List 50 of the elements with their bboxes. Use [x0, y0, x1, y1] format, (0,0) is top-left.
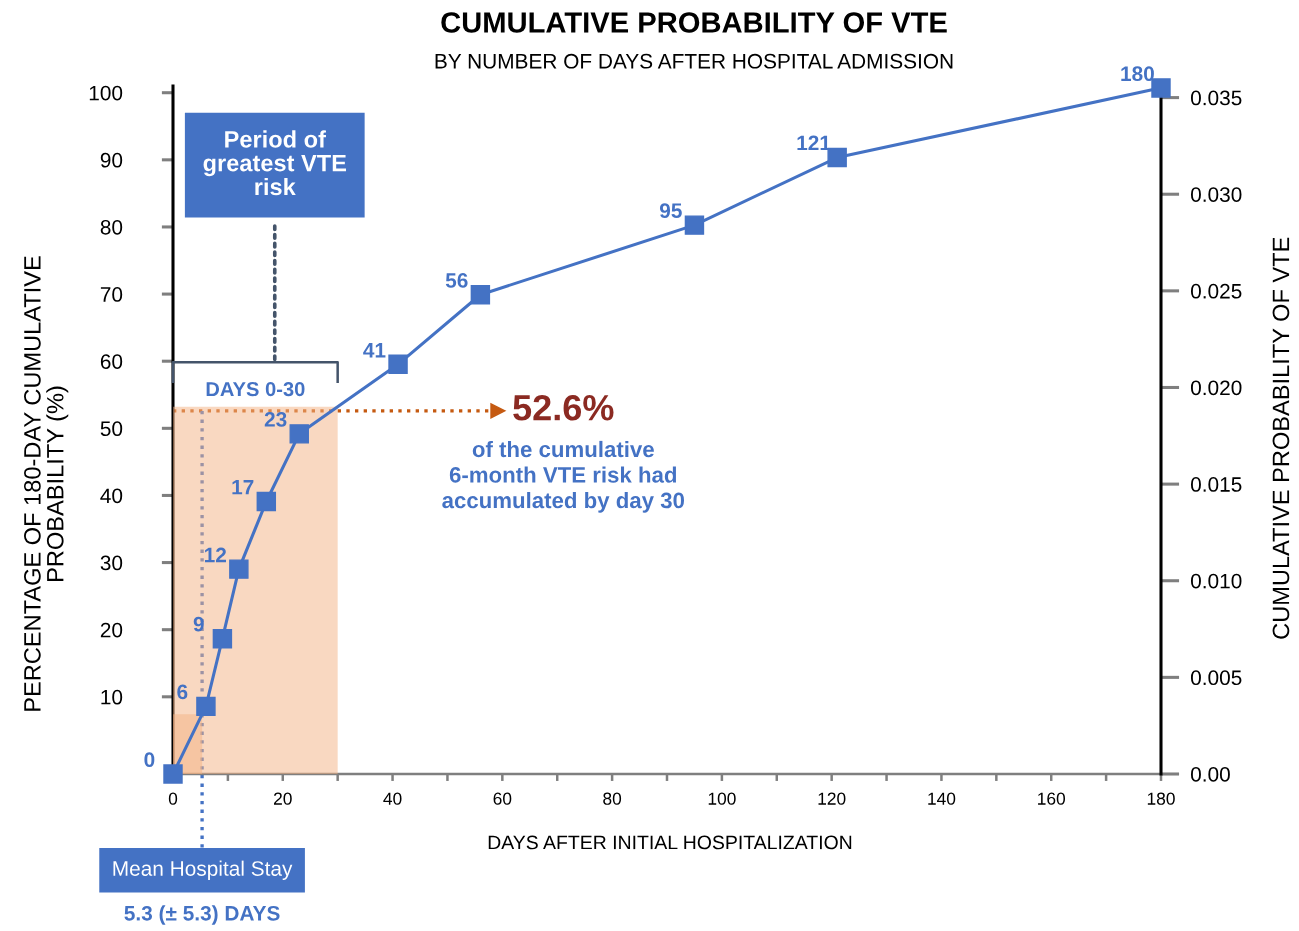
- annotation: 0: [144, 752, 155, 768]
- annotation: 180: [1121, 66, 1154, 82]
- y2-tick-label: 0.005: [1190, 670, 1242, 686]
- annotation: 95: [659, 203, 682, 219]
- y2-tick-label: 0.010: [1190, 573, 1242, 589]
- y2-tick-label: 0.025: [1190, 283, 1242, 299]
- y-tick-label: 90: [100, 152, 123, 168]
- x-tick-label: 0: [168, 792, 178, 805]
- chart-subtitle: BY NUMBER OF DAYS AFTER HOSPITAL ADMISSION: [435, 53, 953, 69]
- y-tick-label: 80: [100, 219, 123, 235]
- x-axis-title: DAYS AFTER INITIAL HOSPITALIZATION: [488, 835, 852, 850]
- annotation: of the cumulative 6-month VTE risk had accumulated by day 30: [442, 440, 685, 513]
- y2-tick-label: 0.015: [1190, 477, 1242, 492]
- annotation: 41: [363, 343, 386, 358]
- y-tick-label: 20: [100, 622, 123, 638]
- x-tick-label: 140: [928, 792, 956, 805]
- y2-tick-label: 0.030: [1190, 187, 1242, 202]
- annotation: 23: [264, 412, 287, 427]
- y-tick-label: 30: [100, 555, 123, 571]
- y2-tick-label: 0.035: [1190, 90, 1242, 106]
- annotation: 121: [797, 135, 831, 151]
- ref-line-label: 52.6%: [513, 394, 614, 421]
- y2-tick-label: 0.020: [1190, 380, 1242, 396]
- y-tick-label: 40: [100, 488, 123, 504]
- x-tick-label: 180: [1147, 792, 1175, 805]
- y-tick-label: 50: [100, 421, 123, 437]
- y-tick-label: 100: [89, 85, 123, 101]
- annotation: 56: [445, 273, 468, 288]
- y2-tick-label: 0.00: [1190, 767, 1230, 782]
- x-tick-label: 40: [383, 792, 402, 805]
- chart-title: CUMULATIVE PROBABILITY OF VTE: [441, 12, 947, 33]
- y-tick-label: 10: [101, 689, 123, 705]
- y-axis-title: PERCENTAGE OF 180-DAY CUMULATIVE PROBABILITY (%): [24, 256, 69, 711]
- annotation: 17: [232, 480, 254, 495]
- annotation: Period of greatest VTE risk: [203, 130, 347, 196]
- y2-axis-title: CUMULATIVE PROBABILITY OF VTE: [1272, 237, 1290, 639]
- y-tick-label: 60: [100, 354, 123, 369]
- x-tick-label: 60: [493, 792, 512, 805]
- x-tick-label: 80: [603, 792, 622, 805]
- annotation: 12: [204, 547, 227, 563]
- annotation: 6: [177, 684, 188, 700]
- ref-line-label: Mean Hospital Stay: [113, 860, 293, 881]
- band-label: DAYS 0-30: [206, 381, 305, 397]
- text: 5.3 (± 5.3) DAYS: [124, 905, 280, 925]
- x-tick-label: 100: [708, 792, 736, 805]
- x-tick-label: 160: [1038, 792, 1066, 805]
- x-tick-label: 120: [818, 792, 846, 805]
- y-tick-label: 70: [100, 287, 123, 302]
- x-tick-label: 20: [274, 792, 292, 805]
- annotation: 9: [193, 616, 204, 632]
